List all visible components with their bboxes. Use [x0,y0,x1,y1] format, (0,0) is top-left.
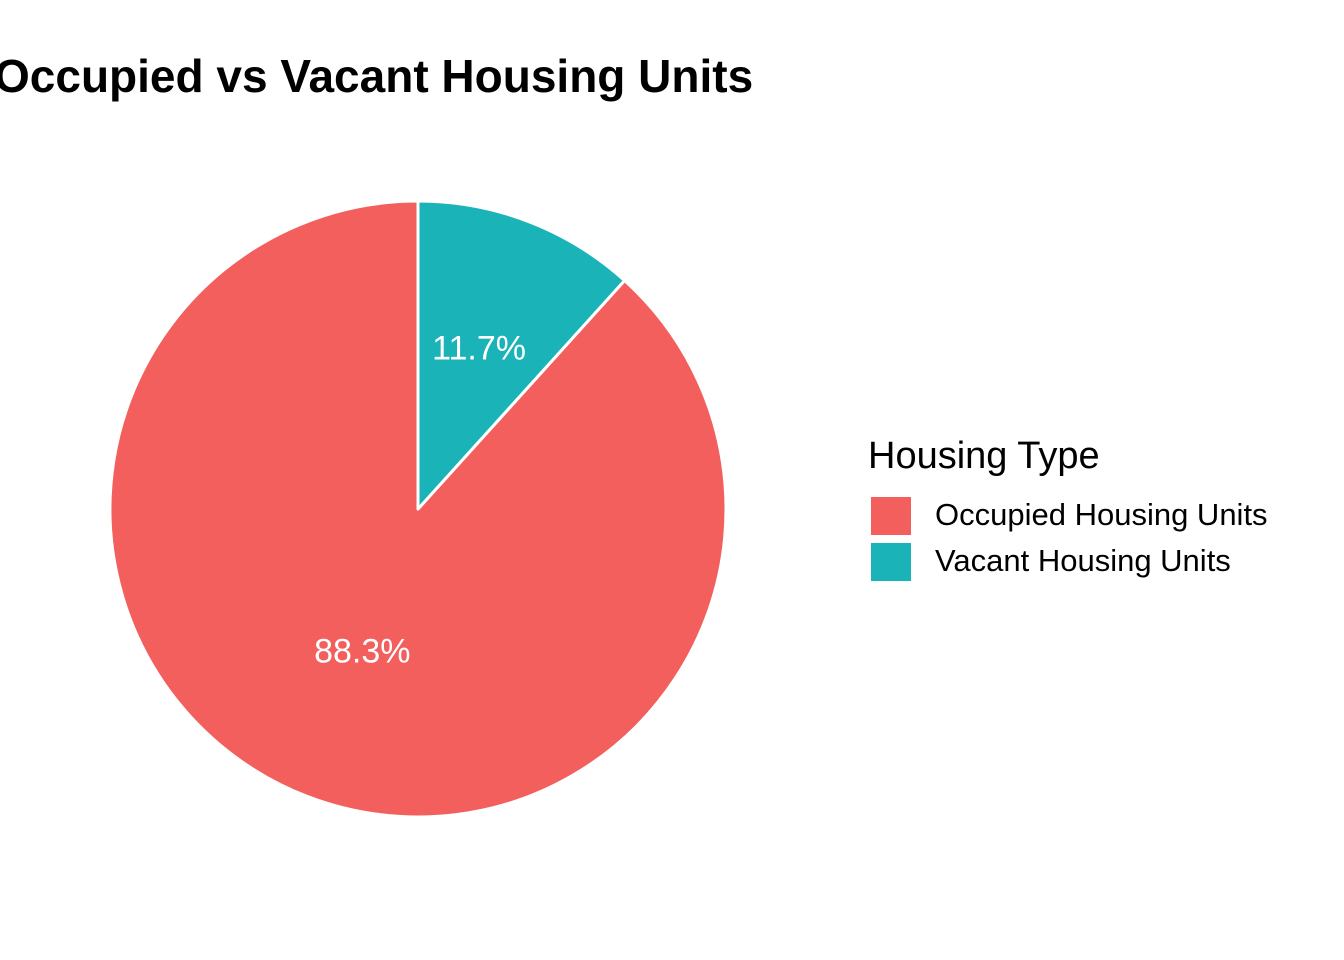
legend-label: Vacant Housing Units [935,543,1231,578]
legend-title: Housing Type [868,435,1100,477]
legend-key-occupied-housing-units [871,497,911,535]
pie-slice-label: 11.7% [432,329,526,367]
legend: Housing Type Occupied Housing Units Vacan… [868,435,1268,581]
pie-slice-labels: 88.3% 11.7% [314,329,526,670]
chart-title: Occupied vs Vacant Housing Units [0,50,753,102]
legend-items: Occupied Housing Units Vacant Housing Uni… [871,497,1268,581]
pie-slice-vacant-housing-units [416,199,627,511]
pie-slices [108,199,728,819]
legend-label: Occupied Housing Units [935,497,1268,532]
legend-key-vacant-housing-units [871,543,911,581]
pie-slice-label: 88.3% [314,633,410,671]
